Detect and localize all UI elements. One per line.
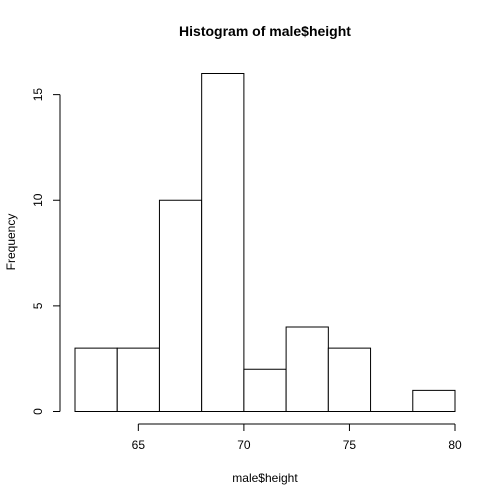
- histogram-bar: [327, 347, 372, 412]
- chart-title: Histogram of male$height: [179, 23, 351, 39]
- y-axis: 0 5 10 15: [31, 88, 61, 415]
- x-axis: 65 70 75 80: [132, 423, 462, 452]
- y-axis-label: Frequency: [4, 214, 18, 271]
- x-tick-label: 75: [343, 438, 357, 452]
- y-tick-label: 10: [31, 193, 45, 207]
- histogram-bar: [158, 199, 203, 412]
- histogram-bar: [74, 347, 118, 412]
- y-tick-label: 15: [31, 88, 45, 102]
- x-axis-label: male$height: [232, 471, 298, 485]
- histogram-bar: [201, 73, 245, 412]
- histogram-bar: [412, 389, 456, 412]
- y-tick-label: 0: [31, 408, 45, 415]
- y-tick-label: 5: [31, 302, 45, 309]
- x-tick-label: 70: [237, 438, 251, 452]
- x-tick-label: 65: [132, 438, 146, 452]
- bars-group: [74, 73, 456, 412]
- histogram-bar: [116, 347, 160, 412]
- histogram-bar: [285, 326, 329, 412]
- histogram-bar: [243, 368, 287, 412]
- x-tick-label: 80: [448, 438, 462, 452]
